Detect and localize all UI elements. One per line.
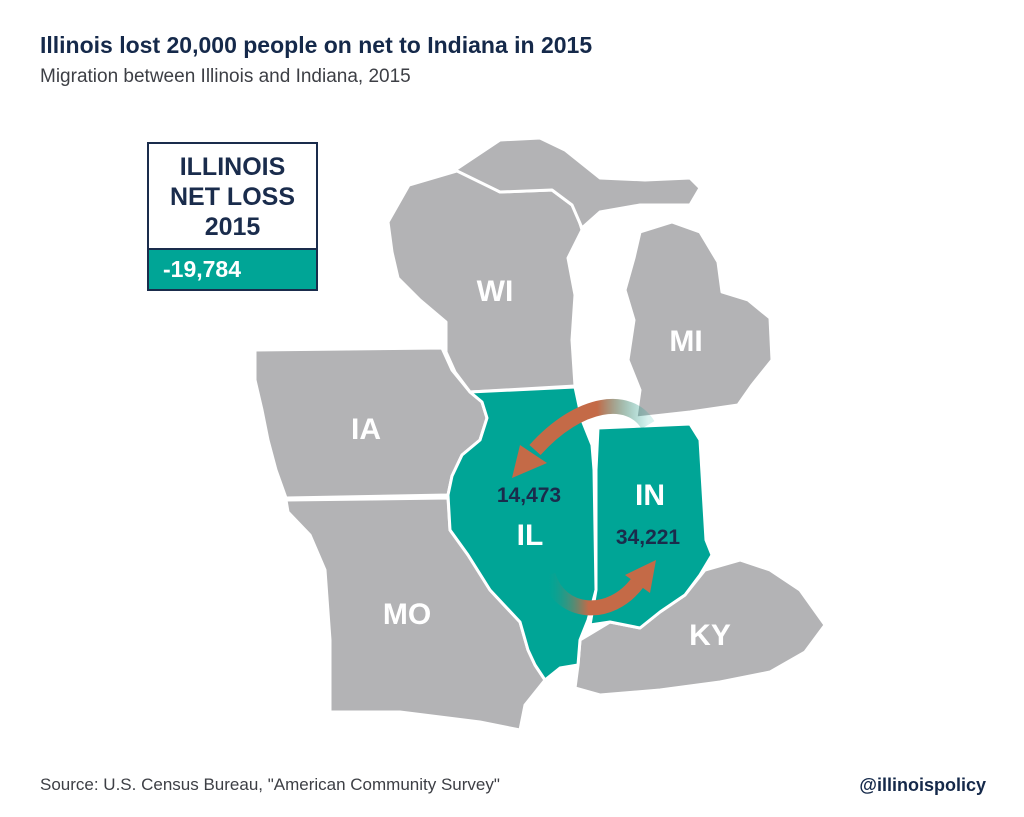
state-label-in: IN <box>635 479 665 512</box>
net-loss-value: -19,784 <box>149 248 316 289</box>
state-label-wi: WI <box>476 275 514 308</box>
flow-value-to-illinois: 14,473 <box>496 484 562 507</box>
arrowhead-to-illinois <box>512 445 547 478</box>
arrow-indiana-to-illinois <box>529 398 655 456</box>
state-michigan-upper <box>453 136 702 230</box>
source-note: Source: U.S. Census Bureau, "American Co… <box>40 775 500 794</box>
state-michigan-lower <box>623 220 774 420</box>
net-loss-label-line2: NET LOSS <box>169 183 295 211</box>
social-handle: @illinoispolicy <box>859 775 986 795</box>
chart-subtitle: Migration between Illinois and Indiana, … <box>40 66 411 87</box>
net-loss-label-line1: ILLINOIS <box>179 153 286 181</box>
state-indiana <box>588 422 714 630</box>
net-loss-label-line3: 2015 <box>204 213 261 241</box>
net-loss-box: ILLINOIS NET LOSS 2015 -19,784 <box>147 142 318 291</box>
state-label-mi: MI <box>669 325 703 358</box>
arrowhead-to-indiana <box>625 560 656 593</box>
net-loss-label: ILLINOIS NET LOSS 2015 <box>149 144 316 248</box>
chart-title: Illinois lost 20,000 people on net to In… <box>40 32 593 58</box>
state-label-ia: IA <box>351 413 381 446</box>
state-label-il: IL <box>516 519 544 552</box>
state-label-mo: MO <box>382 598 432 631</box>
flow-value-to-indiana: 34,221 <box>615 526 681 549</box>
state-label-ky: KY <box>689 619 731 652</box>
arrow-illinois-to-indiana <box>540 572 645 616</box>
state-illinois <box>446 385 598 682</box>
